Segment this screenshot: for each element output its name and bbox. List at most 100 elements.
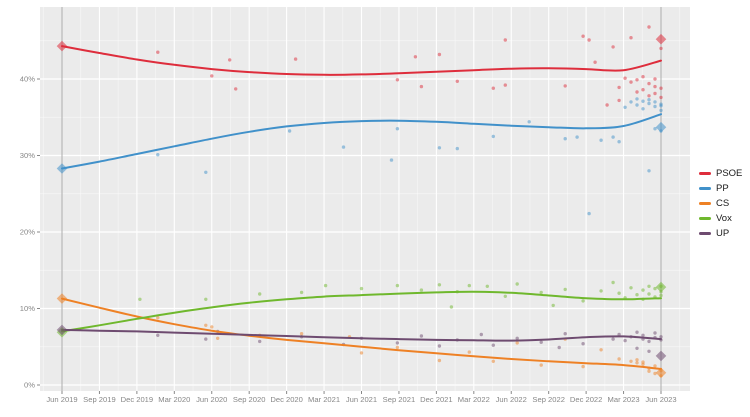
poll-point-pp (647, 169, 651, 173)
poll-point-up (557, 345, 561, 350)
poll-point-cs (539, 363, 543, 367)
poll-point-psoe (647, 94, 651, 98)
legend-swatch-up (699, 232, 711, 235)
election-result-cs (655, 367, 667, 379)
legend-label: Vox (716, 212, 732, 224)
x-tick-label: Dec 2020 (270, 395, 303, 404)
poll-point-up (659, 335, 663, 339)
legend-item-pp: PP (699, 181, 742, 196)
poll-point-up (395, 341, 400, 345)
poll-point-cs (467, 350, 471, 354)
poll-point-cs (210, 325, 214, 329)
poll-point-vox (599, 289, 603, 293)
trend-line-pp (61, 113, 662, 170)
poll-point-pp (653, 127, 657, 131)
poll-point-vox (359, 286, 364, 291)
poll-point-psoe (593, 60, 597, 64)
poll-point-psoe (629, 36, 633, 40)
poll-point-up (491, 343, 495, 347)
poll-point-up (563, 332, 567, 336)
poll-point-vox (629, 286, 633, 290)
poll-point-psoe (635, 78, 639, 82)
poll-point-vox (641, 288, 645, 292)
y-tick-label: 30% (20, 151, 35, 160)
poll-point-up (635, 346, 639, 350)
poll-point-pp (611, 135, 615, 139)
poll-point-cs (581, 364, 585, 369)
poll-point-vox (299, 290, 304, 295)
x-tick-label: Sep 2021 (383, 395, 416, 404)
poll-point-pp (599, 138, 603, 142)
poll-point-pp (204, 170, 208, 174)
poll-point-psoe (581, 34, 585, 38)
election-result-up (655, 350, 667, 362)
poll-point-up (539, 340, 543, 344)
election-result-pp (655, 121, 667, 133)
x-tick-label: Jun 2020 (196, 395, 227, 404)
poll-point-cs (635, 361, 639, 365)
poll-point-up (156, 333, 160, 337)
poll-point-vox (647, 284, 651, 288)
poll-point-psoe (659, 46, 663, 51)
poll-point-pp (563, 137, 567, 141)
poll-point-vox (653, 286, 657, 291)
poll-point-vox (617, 291, 621, 295)
legend-label: CS (716, 197, 730, 209)
y-tick-label: 20% (20, 228, 35, 237)
x-tick-label: Sep 2020 (233, 395, 266, 404)
poll-point-vox (467, 283, 471, 288)
poll-point-vox (647, 292, 651, 296)
poll-point-pp (647, 98, 651, 102)
poll-point-cs (599, 348, 603, 352)
legend-label: PP (716, 182, 729, 194)
poll-point-vox (449, 305, 454, 309)
poll-point-pp (455, 146, 459, 151)
poll-point-vox (437, 283, 442, 287)
poll-point-cs (359, 351, 364, 355)
legend-item-cs: CS (699, 196, 742, 211)
poll-point-vox (635, 293, 639, 297)
poll-point-vox (503, 294, 507, 298)
poll-point-pp (587, 211, 591, 216)
poll-point-up (653, 331, 657, 335)
poll-point-vox (563, 287, 567, 292)
poll-point-psoe (617, 85, 621, 90)
poll-point-psoe (635, 90, 639, 94)
poll-point-up (647, 339, 651, 344)
poll-point-cs (635, 358, 639, 362)
poll-point-cs (299, 332, 304, 336)
legend-item-psoe: PSOE (699, 166, 742, 181)
legend-swatch-cs (699, 202, 711, 205)
x-tick-label: Jun 2019 (46, 395, 77, 404)
poll-point-psoe (641, 88, 645, 92)
poll-point-pp (623, 105, 627, 110)
legend-label: UP (716, 227, 730, 239)
x-tick-label: Mar 2020 (158, 395, 190, 404)
x-tick-label: Jun 2022 (496, 395, 527, 404)
poll-point-pp (437, 146, 442, 150)
poll-point-vox (551, 303, 555, 308)
poll-point-vox (515, 282, 519, 286)
x-tick-label: Mar 2023 (608, 395, 640, 404)
poll-point-cs (156, 316, 160, 320)
poll-point-pp (617, 140, 621, 144)
poll-point-psoe (659, 86, 663, 90)
poll-point-up (641, 333, 645, 337)
poll-point-psoe (491, 86, 495, 90)
poll-point-pp (389, 158, 394, 162)
poll-point-up (611, 337, 615, 341)
poll-point-vox (395, 283, 400, 288)
y-tick-label: 0% (24, 381, 35, 390)
election-result-vox (655, 281, 667, 293)
poll-point-pp (653, 104, 657, 109)
poll-point-up (647, 349, 651, 353)
poll-point-psoe (210, 74, 214, 78)
poll-point-psoe (629, 80, 633, 84)
poll-point-psoe (641, 75, 645, 79)
poll-point-pp (659, 104, 663, 108)
plot-panel (40, 7, 690, 391)
poll-point-psoe (605, 103, 609, 107)
poll-point-cs (653, 364, 657, 368)
poll-point-up (204, 337, 208, 341)
poll-point-pp (641, 99, 645, 103)
